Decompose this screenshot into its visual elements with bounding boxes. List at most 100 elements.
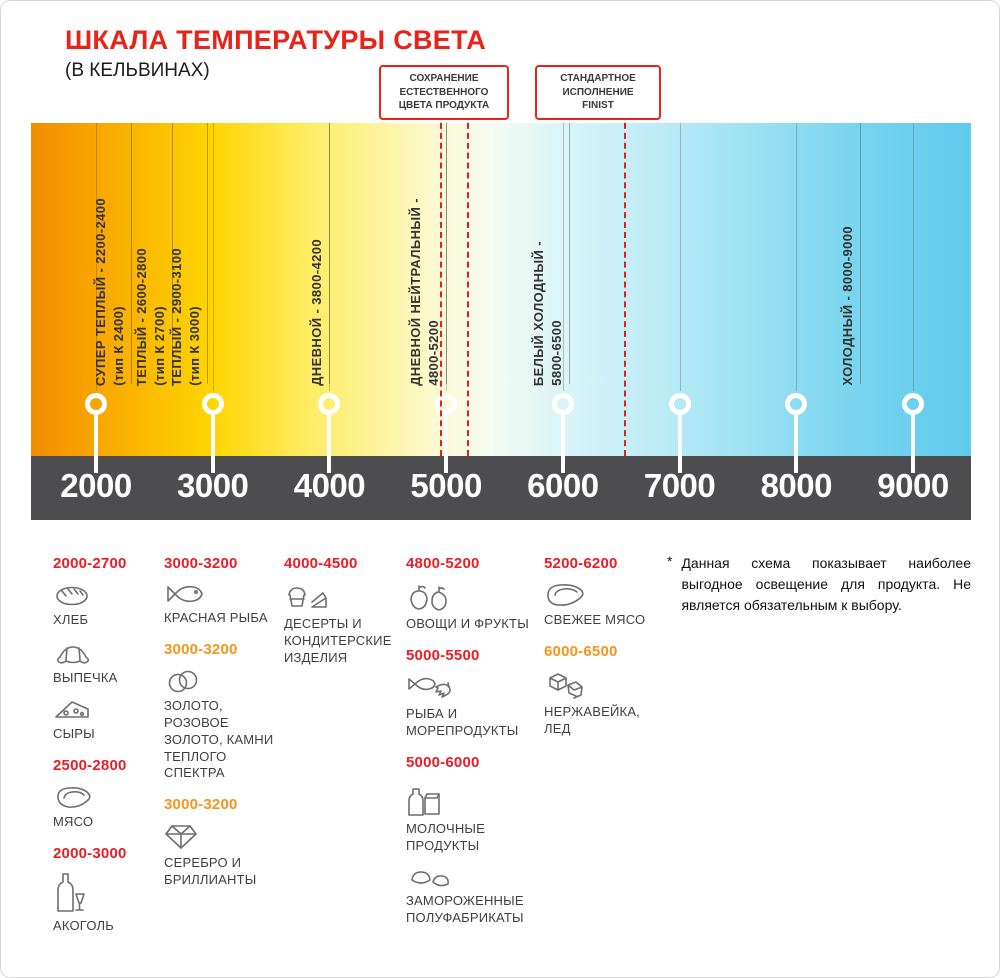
page-subtitle: (В КЕЛЬВИНАХ) xyxy=(65,60,210,81)
legend-item: КРАСНАЯ РЫБА xyxy=(164,582,282,627)
legend-range-header: 6000-6500 xyxy=(544,642,618,660)
scale-pin-stem xyxy=(444,413,449,473)
legend-item: СЫРЫ xyxy=(53,698,161,743)
legend-item-label: АКОГОЛЬ xyxy=(53,917,114,933)
bottle-icon xyxy=(53,872,161,914)
footnote: * Данная схема показывает наиболее выгод… xyxy=(667,553,971,616)
axis-tick-label: 6000 xyxy=(527,467,599,504)
steak-icon xyxy=(544,582,668,608)
scale-tick-line xyxy=(796,123,798,391)
kelvin-axis: 2000 3000 4000 5000 6000 7000 8000 9000 xyxy=(31,456,971,520)
zone-label-sub: (тип К 2700) xyxy=(151,306,167,386)
zone-label: СУПЕР ТЕПЛЫЙ - 2200-2400 (тип К 2400) xyxy=(93,198,126,386)
legend-range-header: 5000-6000 xyxy=(406,753,480,771)
scale-tick-line xyxy=(446,123,448,391)
legend-range-header: 3000-3200 xyxy=(164,796,238,814)
bread-icon xyxy=(53,582,161,608)
legend-item: ЗОЛОТО, РОЗОВОЕ ЗОЛОТО, КАМНИ ТЕПЛОГО СП… xyxy=(164,668,282,782)
scale-tick-line xyxy=(562,123,564,391)
zone-label-text: БЕЛЫЙ ХОЛОДНЫЙ - xyxy=(530,240,546,386)
legend-item: ВЫПЕЧКА xyxy=(53,640,161,687)
zone-label-text: СУПЕР ТЕПЛЫЙ - 2200-2400 xyxy=(93,197,108,386)
scale-pin xyxy=(668,393,691,415)
zone-label-sub: (тип К 3000) xyxy=(186,306,202,386)
zone-line xyxy=(860,123,862,384)
legend-item: ОВОЩИ И ФРУКТЫ xyxy=(406,582,542,633)
legend-range-header: 4000-4500 xyxy=(284,555,358,572)
scale-pin xyxy=(785,393,808,415)
scale-pin xyxy=(201,393,224,415)
scale-pin-stem xyxy=(94,413,98,473)
scale-tick-line xyxy=(913,123,914,391)
scale-tick-line xyxy=(96,123,97,391)
scale-pin-stem xyxy=(210,413,215,473)
legend-item: СВЕЖЕЕ МЯСО xyxy=(544,582,668,629)
legend-item-label: МЯСО xyxy=(53,813,94,829)
axis-tick-label: 7000 xyxy=(643,467,716,504)
legend-item: ЗАМОРОЖЕННЫЕ ПОЛУФАБРИКАТЫ xyxy=(406,865,542,927)
scale-pin-stem xyxy=(911,413,915,473)
legend-range-header: 4800-5200 xyxy=(406,555,480,572)
legend-column: 5200-6200 СВЕЖЕЕ МЯСО 6000-6500 НЕРЖАВЕЙКА,… xyxy=(544,549,668,749)
legend-item-label: ЗАМОРОЖЕННЫЕ ПОЛУФАБРИКАТЫ xyxy=(406,893,524,926)
zone-line xyxy=(446,123,448,384)
legend-column: 3000-3200 КРАСНАЯ РЫБА 3000-3200 ЗОЛОТО, РО… xyxy=(164,549,282,900)
dairy-icon xyxy=(406,781,542,817)
zone-line xyxy=(171,123,173,384)
axis-tick-label: 9000 xyxy=(877,467,949,504)
legend-item: МЯСО xyxy=(53,784,161,831)
scale-tick-line xyxy=(679,123,681,391)
scale-pin xyxy=(902,393,924,415)
zone-label-text: ХОЛОДНЫЙ - 8000-9000 xyxy=(840,226,856,386)
legend-column: 4000-4500 ДЕСЕРТЫ И КОНДИТЕРСКИЕ ИЗДЕЛИЯ xyxy=(284,549,408,678)
zone-label-sub: 5800-6500 xyxy=(548,320,564,386)
scale-pin-stem xyxy=(560,413,565,473)
zone-label: ТЕПЛЫЙ - 2600-2800 (тип К 2700) xyxy=(134,248,167,386)
zone-label: ДНЕВНОЙ - 3800-4200 xyxy=(309,239,324,386)
kelvin-spectrum: СУПЕР ТЕПЛЫЙ - 2200-2400 (тип К 2400) ТЕПЛ… xyxy=(31,123,971,520)
legend: 2000-2700 ХЛЕБ ВЫПЕЧКА СЫРЫ 2500-2800 МЯСО 200… xyxy=(1,549,999,977)
legend-range-header: 2000-2700 xyxy=(53,555,127,572)
ice-icon xyxy=(544,670,668,700)
zone-label-text: ДНЕВНОЙ НЕЙТРАЛЬНЫЙ - xyxy=(408,198,424,386)
legend-item-label: ХЛЕБ xyxy=(53,612,89,627)
cheese-icon xyxy=(53,698,161,722)
legend-column: 4800-5200 ОВОЩИ И ФРУКТЫ 5000-5500 РЫБА И М… xyxy=(406,549,542,938)
scale-pin-stem xyxy=(794,413,799,473)
zone-label-text: ТЕПЛЫЙ - 2600-2800 xyxy=(133,247,149,386)
legend-item-label: ЗОЛОТО, РОЗОВОЕ ЗОЛОТО, КАМНИ ТЕПЛОГО СП… xyxy=(164,697,274,781)
legend-range-header: 3000-3200 xyxy=(164,555,238,572)
scale-pin xyxy=(85,393,107,415)
dessert-icon xyxy=(284,582,408,612)
axis-tick-label: 2000 xyxy=(60,467,132,504)
rings-icon xyxy=(164,668,282,694)
legend-item-label: ДЕСЕРТЫ И КОНДИТЕРСКИЕ ИЗДЕЛИЯ xyxy=(284,616,392,665)
zone-line xyxy=(329,123,331,384)
legend-range-header: 2000-3000 xyxy=(53,844,127,862)
axis-tick-label: 5000 xyxy=(410,467,482,504)
zone-label-sub: (тип К 2400) xyxy=(111,306,126,386)
scale-pin xyxy=(318,393,341,415)
legend-item: АКОГОЛЬ xyxy=(53,872,161,935)
legend-item-label: КРАСНАЯ РЫБА xyxy=(164,610,268,625)
legend-item-label: РЫБА И МОРЕПРОДУКТЫ xyxy=(406,705,519,738)
zone-label: ХОЛОДНЫЙ - 8000-9000 xyxy=(840,226,855,386)
scale-pin-stem xyxy=(677,413,682,473)
callout-natural-color: СОХРАНЕНИЕ ЕСТЕСТВЕННОГО ЦВЕТА ПРОДУКТА xyxy=(379,65,509,120)
footnote-text: Данная схема показывает наиболее выгодно… xyxy=(681,555,971,613)
zone-label: ДНЕВНОЙ НЕЙТРАЛЬНЫЙ -4800-5200 xyxy=(408,198,441,386)
callout-standard-finist: СТАНДАРТНОЕ ИСПОЛНЕНИЕ FINIST xyxy=(535,65,661,120)
legend-range-header: 2500-2800 xyxy=(53,756,127,774)
fish-icon xyxy=(164,582,282,606)
zone-line xyxy=(206,123,208,384)
legend-column: 2000-2700 ХЛЕБ ВЫПЕЧКА СЫРЫ 2500-2800 МЯСО 200… xyxy=(53,549,161,945)
callout-dashed-line xyxy=(467,113,470,456)
header: ШКАЛА ТЕМПЕРАТУРЫ СВЕТА (В КЕЛЬВИНАХ) xyxy=(65,25,486,82)
legend-item-label: МОЛОЧНЫЕ ПРОДУКТЫ xyxy=(406,820,485,853)
legend-range-header: 5200-6200 xyxy=(544,555,618,572)
legend-item: РЫБА И МОРЕПРОДУКТЫ xyxy=(406,674,542,740)
legend-item: ДЕСЕРТЫ И КОНДИТЕРСКИЕ ИЗДЕЛИЯ xyxy=(284,582,408,667)
zone-line xyxy=(131,123,132,384)
zone-label-sub: 4800-5200 xyxy=(426,320,442,386)
